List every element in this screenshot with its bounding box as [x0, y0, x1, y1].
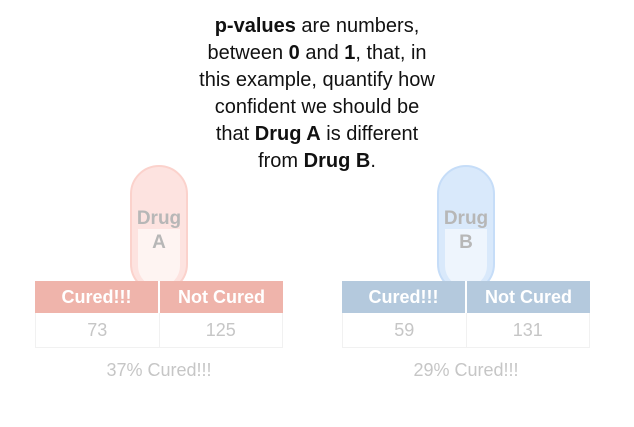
drug-b-group: Drug B Cured!!! Not Cured 59 131 29% Cur…	[342, 0, 592, 427]
drug-a-table-header: Cured!!! Not Cured	[35, 281, 283, 313]
drug-b-cured-count: 59	[394, 319, 415, 340]
drug-a-pill-label-line-1: Drug	[136, 208, 182, 229]
drug-b-table-header: Cured!!! Not Cured	[342, 281, 590, 313]
drug-a-cured-count: 73	[87, 319, 108, 340]
headline-term-zero: 0	[288, 42, 300, 64]
drug-a-table: Cured!!! Not Cured 73 125	[35, 281, 283, 348]
drug-a-pill-label-line-2: A	[152, 232, 166, 253]
drug-a-not-cured-count: 125	[158, 313, 283, 347]
drug-a-group: Drug A Cured!!! Not Cured 73 125 37% Cur…	[35, 0, 285, 427]
drug-a-header-not-cured: Not Cured	[158, 281, 283, 313]
headline-text: are numbers,	[295, 15, 420, 37]
headline-text: between	[207, 42, 289, 64]
headline-text: from	[258, 150, 304, 172]
headline-text: that	[215, 123, 255, 145]
drug-a-pill-label: Drug A	[132, 207, 186, 255]
drug-b-not-cured-count: 131	[465, 313, 590, 347]
drug-b-header-cured: Cured!!!	[342, 281, 465, 313]
drug-a-header-cured: Cured!!!	[35, 281, 158, 313]
drug-b-header-not-cured: Not Cured	[465, 281, 590, 313]
headline-text: is different	[320, 123, 419, 145]
drug-b-pill-label-line-1: Drug	[443, 208, 489, 229]
headline-text: .	[370, 150, 376, 172]
drug-b-pill-lower-half	[445, 229, 487, 287]
drug-b-pill-label: Drug B	[439, 207, 493, 255]
headline-line-1: p-values are numbers,	[160, 13, 474, 40]
drug-a-cure-rate: 37% Cured!!!	[106, 360, 212, 380]
drug-b-cure-rate: 29% Cured!!!	[413, 360, 519, 380]
drug-a-pill-icon: Drug A	[130, 165, 188, 293]
drug-a-table-row: 73 125	[35, 313, 283, 348]
headline-line-6: from Drug B.	[160, 148, 474, 175]
headline-line-2: between 0 and 1, that, in	[160, 40, 474, 67]
headline-line-4: confident we should be	[214, 96, 420, 118]
headline-term-drug-a: Drug A	[254, 123, 321, 145]
headline-term-drug-b: Drug B	[303, 150, 371, 172]
headline-line-3: this example, quantify how	[199, 69, 435, 91]
headline-text: and	[299, 42, 345, 64]
drug-a-pill-lower-half	[138, 229, 180, 287]
drug-b-pill-icon: Drug B	[437, 165, 495, 293]
headline-text: , that, in	[355, 42, 427, 64]
headline-term-p-values: p-values	[214, 15, 296, 37]
headline-line-5: that Drug A is different	[160, 121, 474, 148]
drug-b-pill-label-line-2: B	[459, 232, 473, 253]
headline-term-one: 1	[344, 42, 356, 64]
drug-b-table: Cured!!! Not Cured 59 131	[342, 281, 590, 348]
headline: p-values are numbers, between 0 and 1, t…	[160, 13, 474, 175]
drug-b-table-row: 59 131	[342, 313, 590, 348]
